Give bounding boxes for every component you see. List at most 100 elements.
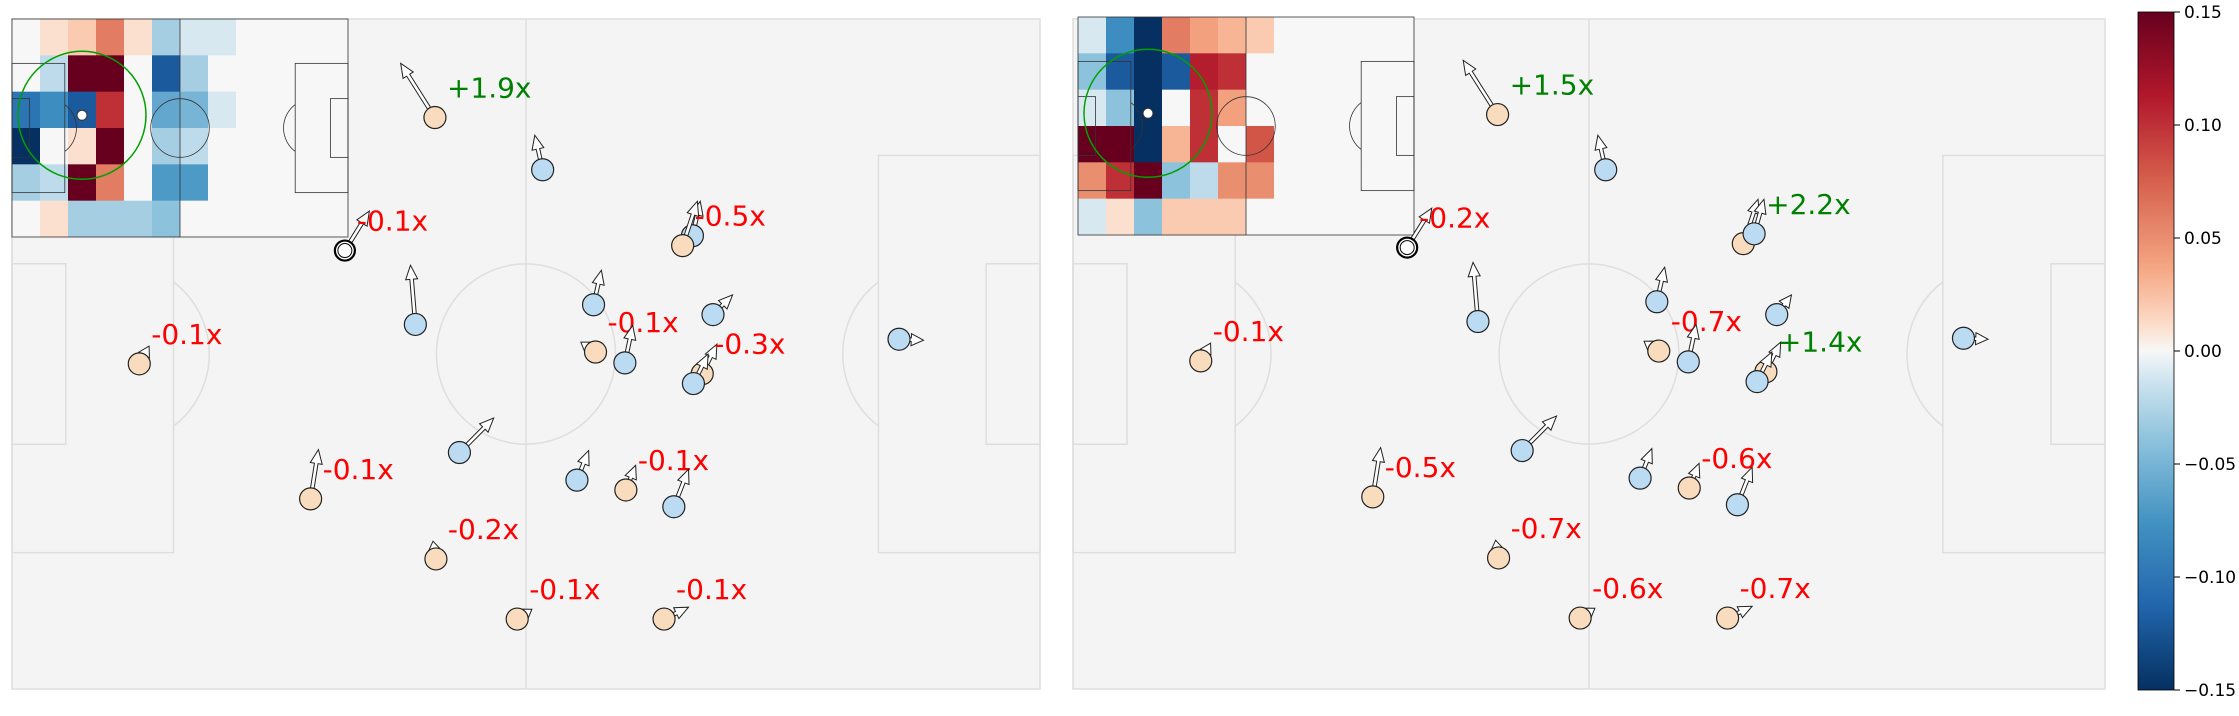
heatmap-cell bbox=[68, 200, 97, 238]
heatmap-cell bbox=[1134, 126, 1163, 163]
heatmap-cell bbox=[1190, 89, 1219, 127]
heatmap-cell bbox=[1274, 162, 1303, 200]
heatmap-cell bbox=[1330, 17, 1359, 54]
heatmap-cell bbox=[1134, 198, 1163, 236]
player-attacker: +1.9x bbox=[400, 62, 532, 130]
heatmap-cell bbox=[1386, 198, 1415, 236]
player-attacker: -0.7x bbox=[1643, 305, 1742, 363]
player-defender bbox=[447, 417, 495, 465]
heatmap-cell bbox=[208, 19, 237, 56]
player-marker bbox=[531, 158, 555, 182]
heatmap-cell bbox=[180, 128, 209, 165]
heatmap-cell bbox=[1330, 162, 1359, 200]
inset-pitch-penalty-arc-left bbox=[64, 104, 77, 152]
player-defender bbox=[1951, 326, 1990, 350]
heatmap-cell bbox=[152, 200, 181, 238]
heatmap-cell bbox=[264, 55, 293, 93]
value-label: -0.6x bbox=[1592, 572, 1663, 605]
heatmap-cell bbox=[180, 55, 209, 93]
heatmap-cell bbox=[1078, 17, 1107, 54]
colorbar-ticks: 0.15 0.10 0.05 0.00 −0.05 −0.10 −0.15 bbox=[2174, 3, 2236, 701]
heatmap-cell bbox=[68, 128, 97, 165]
heatmap-cell bbox=[236, 19, 265, 56]
heatmap-cell bbox=[1218, 17, 1247, 54]
heatmap-cell bbox=[1078, 162, 1107, 200]
player-defender bbox=[531, 134, 555, 182]
value-label: -0.1x bbox=[529, 573, 600, 606]
heatmap-cell bbox=[1078, 198, 1107, 236]
heatmap-cell bbox=[264, 91, 293, 129]
player-marker bbox=[505, 607, 529, 631]
heatmap-cell bbox=[1246, 53, 1275, 91]
heatmap-cell bbox=[1162, 53, 1191, 91]
heatmap-cell bbox=[320, 91, 349, 129]
heatmap-cell bbox=[1078, 53, 1107, 91]
value-label: -0.7x bbox=[1671, 305, 1742, 338]
heatmap-cell bbox=[40, 200, 69, 238]
value-label: -0.2x bbox=[448, 513, 519, 546]
player-marker bbox=[1485, 102, 1510, 127]
heatmap-cell bbox=[320, 200, 349, 238]
player-defender bbox=[662, 468, 690, 519]
player-attacker: -0.5x bbox=[1361, 446, 1456, 509]
heatmap-cell bbox=[1218, 162, 1247, 200]
player-marker bbox=[1568, 606, 1592, 630]
heatmap-cell bbox=[1190, 198, 1219, 236]
heatmap-cell bbox=[1218, 126, 1247, 163]
player-marker bbox=[662, 495, 686, 519]
player-marker bbox=[1742, 222, 1766, 246]
pitch-penalty-arc-right bbox=[842, 281, 879, 427]
colorbar-gradient bbox=[2137, 11, 2175, 691]
heatmap-cell bbox=[96, 128, 125, 165]
colorbar-tick-label: 0.15 bbox=[2184, 3, 2222, 23]
heatmap-cell bbox=[1218, 198, 1247, 236]
heatmap-cell bbox=[1386, 17, 1415, 54]
heatmap-cell bbox=[292, 128, 321, 165]
heatmap-cell bbox=[12, 55, 41, 93]
heatmap-cell bbox=[180, 200, 209, 238]
player-marker bbox=[1189, 349, 1213, 373]
heatmap-cell bbox=[1386, 162, 1415, 200]
heatmap-cell bbox=[180, 19, 209, 56]
player-marker bbox=[1745, 369, 1769, 394]
value-label: -0.1x bbox=[638, 444, 709, 477]
heatmap-cell bbox=[152, 55, 181, 93]
heatmap-cell bbox=[12, 19, 41, 56]
player-attacker: -0.7x bbox=[1486, 512, 1582, 570]
heatmap-cell bbox=[1106, 162, 1135, 200]
heatmap-cell bbox=[1274, 53, 1303, 91]
player-marker bbox=[671, 234, 695, 258]
heatmap-cell bbox=[124, 19, 153, 56]
value-label: -0.1x bbox=[151, 318, 222, 351]
heatmap-cell bbox=[124, 164, 153, 202]
colorbar-tick-label: −0.15 bbox=[2184, 681, 2236, 701]
heatmap-cell bbox=[292, 164, 321, 202]
heatmap-cell bbox=[1218, 53, 1247, 91]
player-attacker: -0.2x bbox=[424, 513, 519, 571]
player-defender bbox=[1466, 261, 1490, 334]
heatmap-cell bbox=[1274, 17, 1303, 54]
colorbar-tick-label: 0.00 bbox=[2184, 342, 2222, 362]
player-marker bbox=[701, 302, 725, 327]
player-attacker: -0.6x bbox=[1568, 572, 1663, 630]
inset-pitch-center-circle bbox=[150, 98, 210, 158]
player-marker bbox=[1594, 158, 1618, 182]
player-defender bbox=[1745, 350, 1773, 394]
value-label: -0.6x bbox=[1701, 442, 1772, 475]
heatmap-cell bbox=[1302, 17, 1331, 54]
pitch-six-yard-box-left bbox=[1072, 262, 1128, 446]
pitch-panel-right: +1.5x -0.2x +2.2x -0.1x -0.7x +1.4x -0.5x -0.6x… bbox=[1072, 16, 2106, 690]
player-marker bbox=[887, 327, 911, 351]
heatmap-cell bbox=[1162, 17, 1191, 54]
player-defender bbox=[701, 293, 734, 327]
heatmap-cell bbox=[1162, 198, 1191, 236]
player-defender: +2.2x bbox=[1742, 188, 1851, 246]
player-marker bbox=[447, 440, 472, 465]
player-marker bbox=[403, 312, 427, 337]
heatmap-cell bbox=[292, 200, 321, 238]
inset-heatmap bbox=[1077, 16, 1415, 236]
heatmap-cell bbox=[1246, 17, 1275, 54]
player-marker bbox=[1510, 438, 1534, 463]
player-marker bbox=[1647, 339, 1671, 363]
